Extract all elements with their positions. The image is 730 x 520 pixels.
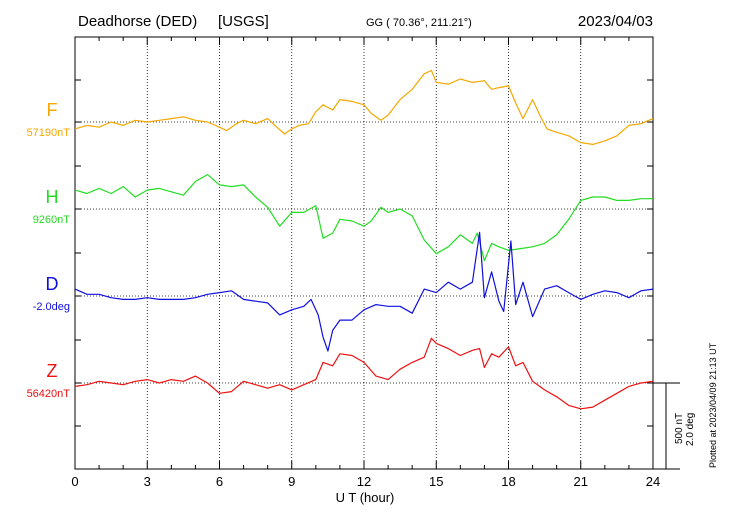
- x-tick-label: 15: [429, 474, 443, 489]
- x-axis-label: U T (hour): [336, 490, 395, 505]
- series-name-f: F: [47, 100, 58, 120]
- baseline-label-d: -2.0deg: [33, 301, 70, 313]
- series-name-h: H: [46, 187, 59, 207]
- station-title: Deadhorse (DED): [78, 13, 197, 30]
- x-tick-label: 6: [216, 474, 223, 489]
- plotted-note: Plotted at 2023/04/09 21:13 UT: [708, 342, 718, 468]
- scale-deg-label: 2.0 deg: [685, 413, 696, 446]
- axis-ticks: 0 3 6 9 12 15 18 21 24: [71, 37, 660, 489]
- x-tick-label: 18: [501, 474, 515, 489]
- x-tick-label: 12: [357, 474, 371, 489]
- x-tick-label: 3: [144, 474, 151, 489]
- series-lines: [74, 69, 654, 410]
- baselines: [75, 121, 653, 384]
- series-name-d: D: [46, 274, 59, 294]
- series-line-f: [74, 69, 654, 145]
- series-labels: F 57190nT H 9260nT D -2.0deg Z 56420nT: [27, 100, 71, 400]
- series-line-z: [74, 337, 654, 410]
- baseline-label-h: 9260nT: [33, 214, 71, 226]
- x-tick-label: 9: [288, 474, 295, 489]
- x-tick-label: 24: [646, 474, 660, 489]
- baseline-label-f: 57190nT: [27, 127, 71, 139]
- series-line-d: [74, 231, 654, 352]
- grid: [146, 37, 582, 469]
- series-line-h: [74, 174, 653, 262]
- series-name-z: Z: [47, 361, 58, 381]
- date-label: 2023/04/03: [578, 13, 653, 30]
- coordinates-label: GG ( 70.36°, 211.21°): [366, 17, 472, 29]
- x-tick-label: 21: [574, 474, 588, 489]
- baseline-label-z: 56420nT: [27, 388, 71, 400]
- x-tick-label: 0: [71, 474, 78, 489]
- source-label: [USGS]: [218, 13, 269, 30]
- scale-nt-label: 500 nT: [674, 413, 685, 444]
